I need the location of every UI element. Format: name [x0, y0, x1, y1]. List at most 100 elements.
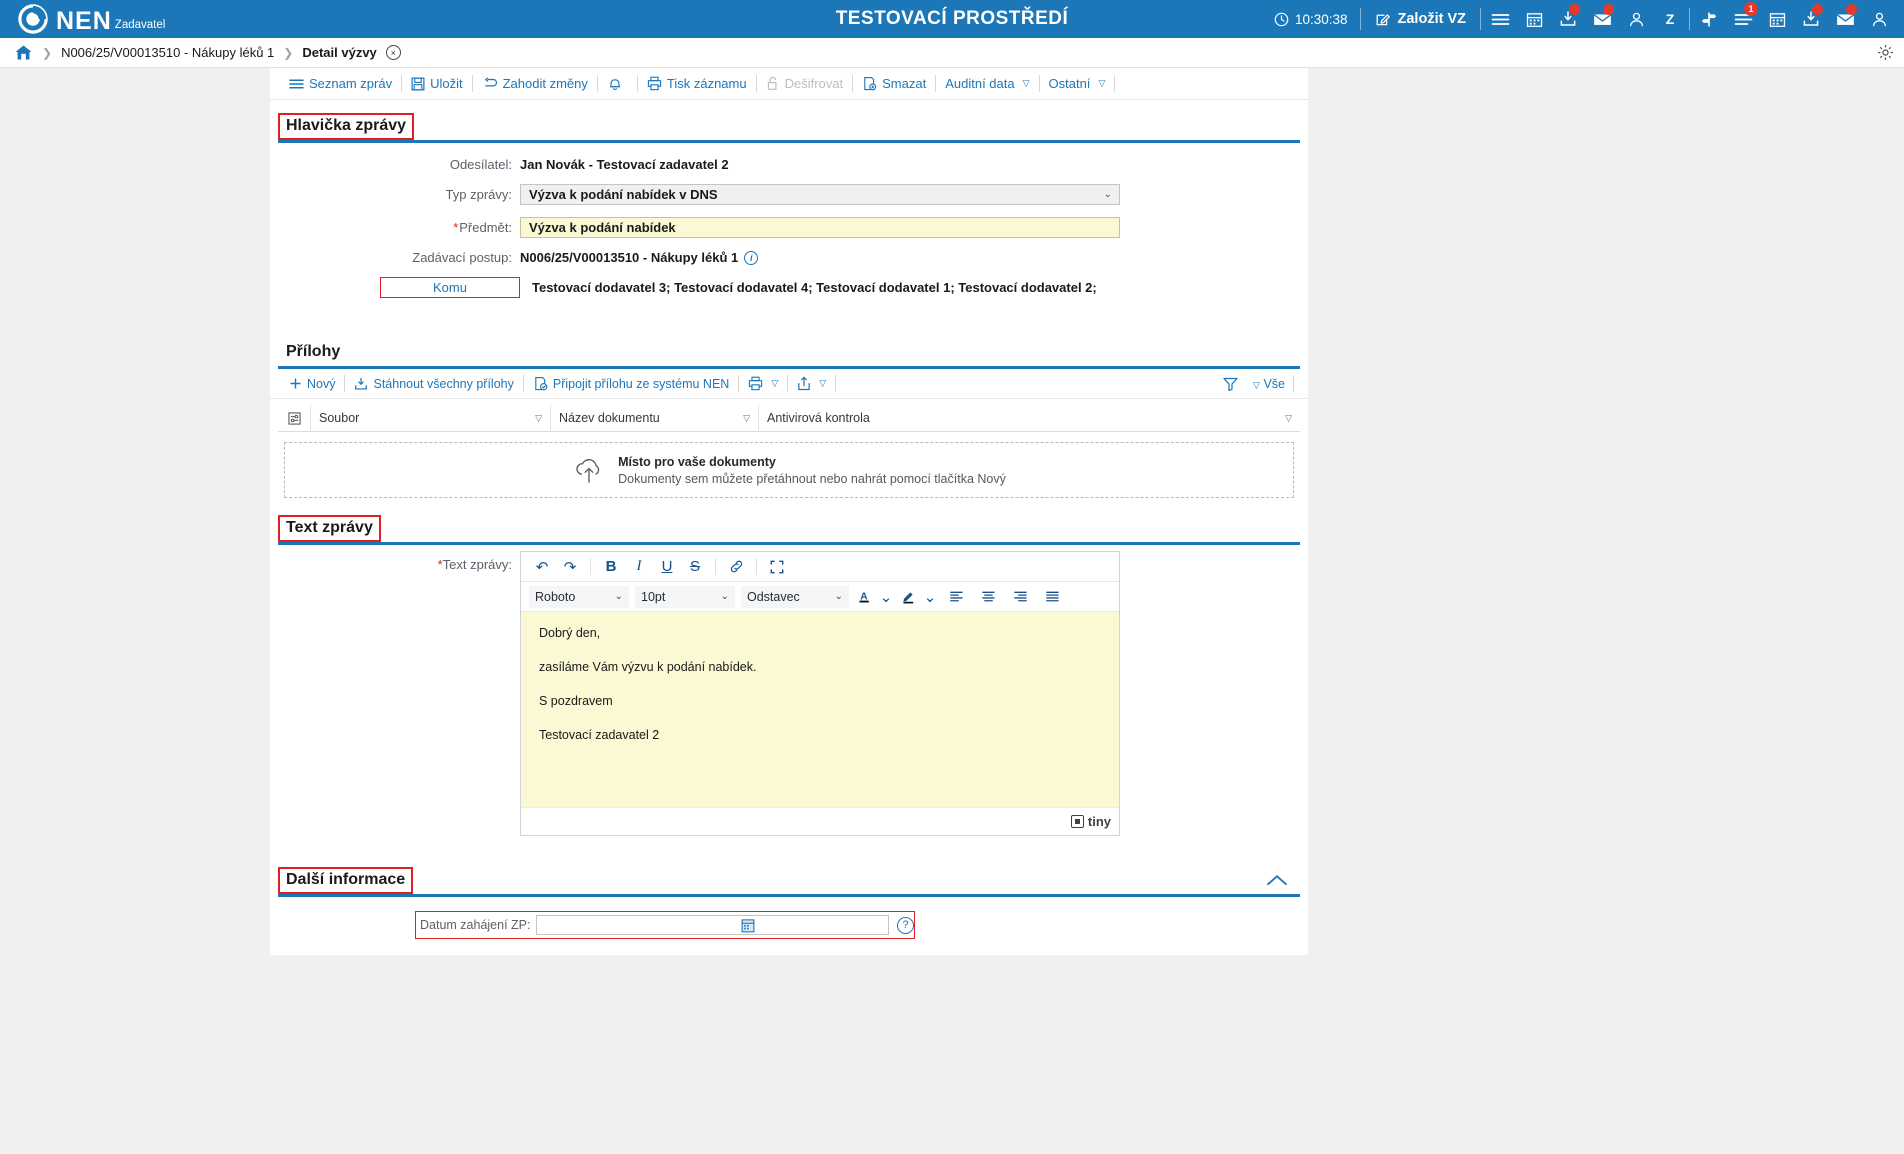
italic-icon[interactable]: I	[636, 558, 642, 574]
align-justify-icon[interactable]	[1039, 585, 1065, 609]
sort-icon: ▽	[743, 412, 750, 423]
bold-icon[interactable]: B	[605, 558, 617, 575]
chevron-down-icon[interactable]: ⌄	[879, 588, 893, 606]
date-input[interactable]	[536, 915, 889, 935]
divider	[715, 558, 716, 575]
user-account-icon-2[interactable]	[1862, 0, 1896, 38]
rich-text-editor[interactable]: ↶ ↷ B I U S Roboto ⌄	[520, 551, 1120, 836]
recipients-button[interactable]: Komu	[380, 277, 520, 298]
message-header-body: Odesílatel: Jan Novák - Testovací zadava…	[270, 143, 1308, 326]
info-icon[interactable]: i	[744, 250, 759, 265]
toolbar-zahodit-zmeny[interactable]: Zahodit změny	[473, 76, 597, 91]
field-row-subject: *Předmět: Výzva k podání nabídek	[270, 217, 1308, 238]
editor-toolbar-row1: ↶ ↷ B I U S	[521, 552, 1119, 582]
brand-logo-group[interactable]: NEN Zadavatel	[0, 4, 165, 34]
filter-icon[interactable]	[1218, 372, 1242, 396]
toolbar-ulozit[interactable]: Uložit	[402, 76, 472, 91]
font-family-select[interactable]: Roboto ⌄	[529, 585, 629, 608]
chevron-up-icon[interactable]	[1266, 874, 1308, 890]
section-rule	[278, 894, 1300, 897]
gear-icon[interactable]	[1877, 44, 1894, 64]
redo-icon[interactable]: ↷	[563, 558, 577, 576]
envelope-icon[interactable]	[1585, 0, 1619, 38]
user-initial-badge[interactable]: Z	[1653, 0, 1687, 38]
attach-toolbar-label: Stáhnout všechny přílohy	[373, 376, 514, 391]
close-icon[interactable]: ×	[385, 45, 401, 60]
column-header-antivirova-kontrola[interactable]: Antivirová kontrola ▽	[758, 404, 1300, 432]
section-title-hlavicka: Hlavička zprávy	[277, 113, 415, 140]
chevron-down-icon: ⌄	[1103, 189, 1112, 200]
envelope-icon-2[interactable]	[1828, 0, 1862, 38]
recipients-value: Testovací dodavatel 3; Testovací dodavat…	[532, 280, 1097, 295]
date-field-group: Datum zahájení ZP: ?	[415, 911, 915, 939]
breadcrumb-item-procedure[interactable]: N006/25/V00013510 - Nákupy léků 1	[61, 45, 275, 60]
editor-paragraph: zasíláme Vám výzvu k podání nabídek.	[539, 660, 757, 674]
dropzone-text: Místo pro vaše dokumenty Dokumenty sem m…	[618, 455, 1006, 486]
divider	[344, 375, 346, 392]
message-type-select[interactable]: Výzva k podání nabídek v DNS ⌄	[520, 184, 1120, 205]
chevron-down-icon: ⌄	[614, 591, 623, 602]
attach-export-button[interactable]: ▽	[788, 376, 835, 391]
toolbar-tisk-zaznamu[interactable]: Tisk záznamu	[638, 76, 756, 91]
attachments-grid-header: Soubor ▽ Název dokumentu ▽ Antivirová ko…	[278, 404, 1300, 432]
column-header-nazev-dokumentu[interactable]: Název dokumentu ▽	[550, 404, 758, 432]
hamburger-menu-icon[interactable]	[1483, 0, 1517, 38]
divider	[756, 558, 757, 575]
strikethrough-icon[interactable]: S	[689, 558, 700, 575]
procedure-value-group: N006/25/V00013510 - Nákupy léků 1 i	[520, 250, 759, 265]
breadcrumb-item-detail[interactable]: Detail výzvy	[302, 45, 377, 60]
inbox-download-icon[interactable]	[1551, 0, 1585, 38]
unlock-icon	[767, 76, 777, 90]
highlight-color-icon[interactable]	[899, 585, 917, 609]
text-color-icon[interactable]: A	[855, 585, 873, 609]
create-vz-button[interactable]: Založit VZ	[1363, 11, 1478, 27]
subject-input[interactable]: Výzva k podání nabídek	[520, 217, 1120, 238]
attachments-dropzone[interactable]: Místo pro vaše dokumenty Dokumenty sem m…	[284, 442, 1294, 498]
align-left-icon[interactable]	[943, 585, 969, 609]
calendar-icon[interactable]	[741, 918, 755, 936]
editor-toolbar-row2: Roboto ⌄ 10pt ⌄ Odstavec ⌄ A ⌄ ⌄	[521, 582, 1119, 612]
fullscreen-icon[interactable]	[764, 555, 790, 579]
toolbar-label: Dešifrovat	[784, 76, 844, 91]
inbox-download-icon-2[interactable]	[1794, 0, 1828, 38]
column-label: Název dokumentu	[559, 411, 660, 425]
undo-icon[interactable]: ↶	[535, 558, 549, 576]
chevron-down-icon[interactable]: ⌄	[923, 588, 937, 606]
attach-new-button[interactable]: Nový	[280, 377, 344, 391]
divider	[1359, 8, 1361, 30]
link-icon[interactable]	[723, 555, 749, 579]
toolbar-ostatni[interactable]: Ostatní ▽	[1040, 76, 1115, 91]
toolbar-auditni-data[interactable]: Auditní data ▽	[936, 76, 1038, 91]
divider	[852, 75, 854, 92]
font-size-select[interactable]: 10pt ⌄	[635, 585, 735, 608]
toolbar-label: Tisk záznamu	[666, 76, 747, 91]
grid-settings-icon[interactable]	[278, 405, 310, 432]
attachments-right-actions: ▽ Vše	[1218, 372, 1308, 396]
user-account-icon[interactable]	[1619, 0, 1653, 38]
block-format-select[interactable]: Odstavec ⌄	[741, 585, 849, 608]
attach-from-nen-button[interactable]: Připojit přílohu ze systému NEN	[524, 376, 738, 391]
view-all-filter[interactable]: ▽ Vše	[1242, 377, 1293, 391]
underline-icon[interactable]: U	[661, 558, 673, 575]
toolbar-seznam-zprav[interactable]: Seznam zpráv	[280, 76, 401, 91]
editor-paragraph: S pozdravem	[539, 694, 613, 708]
toolbar-desifrovat: Dešifrovat	[757, 76, 853, 91]
signpost-icon[interactable]	[1692, 0, 1726, 38]
attach-print-button[interactable]: ▽	[739, 376, 787, 391]
column-header-soubor[interactable]: Soubor ▽	[310, 404, 550, 432]
calendar-icon-2[interactable]	[1760, 0, 1794, 38]
align-center-icon[interactable]	[975, 585, 1001, 609]
toolbar-smazat[interactable]: Smazat	[853, 76, 935, 91]
message-type-value: Výzva k podání nabídek v DNS	[529, 187, 718, 202]
align-right-icon[interactable]	[1007, 585, 1033, 609]
caret-down-icon: ▽	[1098, 78, 1106, 88]
question-icon[interactable]: ?	[897, 916, 914, 934]
toolbar-notifications[interactable]	[598, 76, 637, 92]
tasks-menu-icon[interactable]: 1	[1726, 0, 1760, 38]
editor-content-area[interactable]: Dobrý den, zasíláme Vám výzvu k podání n…	[521, 612, 1119, 807]
download-all-button[interactable]: Stáhnout všechny přílohy	[345, 377, 522, 391]
calendar-icon[interactable]	[1517, 0, 1551, 38]
home-icon[interactable]	[14, 44, 33, 61]
editor-paragraph: Testovací zadavatel 2	[539, 728, 660, 742]
toolbar-label: Zahodit změny	[502, 76, 588, 91]
